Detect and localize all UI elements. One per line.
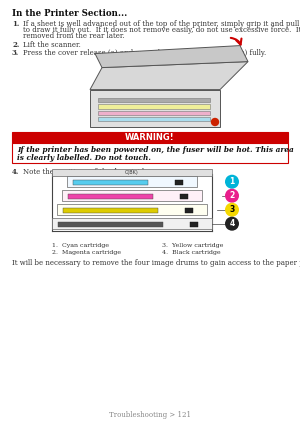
Bar <box>175 180 183 185</box>
Bar <box>185 208 193 213</box>
Bar <box>63 208 158 213</box>
Polygon shape <box>90 62 248 90</box>
Text: to draw it fully out.  If it does not remove easily, do not use excessive force.: to draw it fully out. If it does not rem… <box>23 26 300 34</box>
Bar <box>68 194 153 199</box>
Text: is clearly labelled. Do not touch.: is clearly labelled. Do not touch. <box>17 153 151 162</box>
Bar <box>98 117 210 122</box>
Bar <box>57 204 207 215</box>
Bar <box>180 194 188 199</box>
Text: Press the cover release (a) and open the printer’s top cover (b) fully.: Press the cover release (a) and open the… <box>23 49 266 57</box>
Text: It will be necessary to remove the four image drums to gain access to the paper : It will be necessary to remove the four … <box>12 259 300 267</box>
Bar <box>12 132 288 143</box>
Text: Lift the scanner.: Lift the scanner. <box>23 41 81 48</box>
Text: 1.  Cyan cartridge: 1. Cyan cartridge <box>52 243 109 248</box>
Text: 3: 3 <box>230 205 235 214</box>
Text: 2.: 2. <box>12 41 20 48</box>
Bar <box>98 98 210 102</box>
Text: 4: 4 <box>230 219 235 228</box>
Text: 4.  Black cartridge: 4. Black cartridge <box>162 250 220 255</box>
Text: 2.  Magenta cartridge: 2. Magenta cartridge <box>52 250 121 255</box>
Bar <box>73 180 148 185</box>
Text: 4.: 4. <box>12 168 20 176</box>
Text: 3.  Yellow cartridge: 3. Yellow cartridge <box>162 243 224 248</box>
Text: Troubleshooting > 121: Troubleshooting > 121 <box>109 411 191 419</box>
Text: 1: 1 <box>230 177 235 186</box>
Bar <box>98 104 210 109</box>
Text: 3.: 3. <box>12 49 19 57</box>
Bar <box>67 176 197 187</box>
Text: Note the positions of the 4 cartridges.: Note the positions of the 4 cartridges. <box>23 168 158 176</box>
Text: C(BK): C(BK) <box>125 170 139 175</box>
Bar <box>90 90 220 127</box>
Circle shape <box>225 189 239 203</box>
Circle shape <box>212 119 218 125</box>
Polygon shape <box>95 45 248 68</box>
Text: 2: 2 <box>230 191 235 200</box>
Bar <box>58 222 163 227</box>
Bar <box>52 218 212 229</box>
Bar <box>62 190 202 201</box>
Bar <box>12 143 288 163</box>
Bar <box>190 222 198 227</box>
Text: 1.: 1. <box>12 20 20 28</box>
Text: WARNING!: WARNING! <box>125 133 175 142</box>
Text: If a sheet is well advanced out of the top of the printer, simply grip it and pu: If a sheet is well advanced out of the t… <box>23 20 300 28</box>
Text: If the printer has been powered on, the fuser will be hot. This area: If the printer has been powered on, the … <box>17 147 294 155</box>
Text: In the Printer Section...: In the Printer Section... <box>12 9 127 18</box>
Text: removed from the rear later.: removed from the rear later. <box>23 32 125 40</box>
Bar <box>52 169 212 176</box>
Circle shape <box>225 203 239 217</box>
Circle shape <box>225 175 239 189</box>
Bar <box>98 110 210 115</box>
Circle shape <box>225 217 239 231</box>
